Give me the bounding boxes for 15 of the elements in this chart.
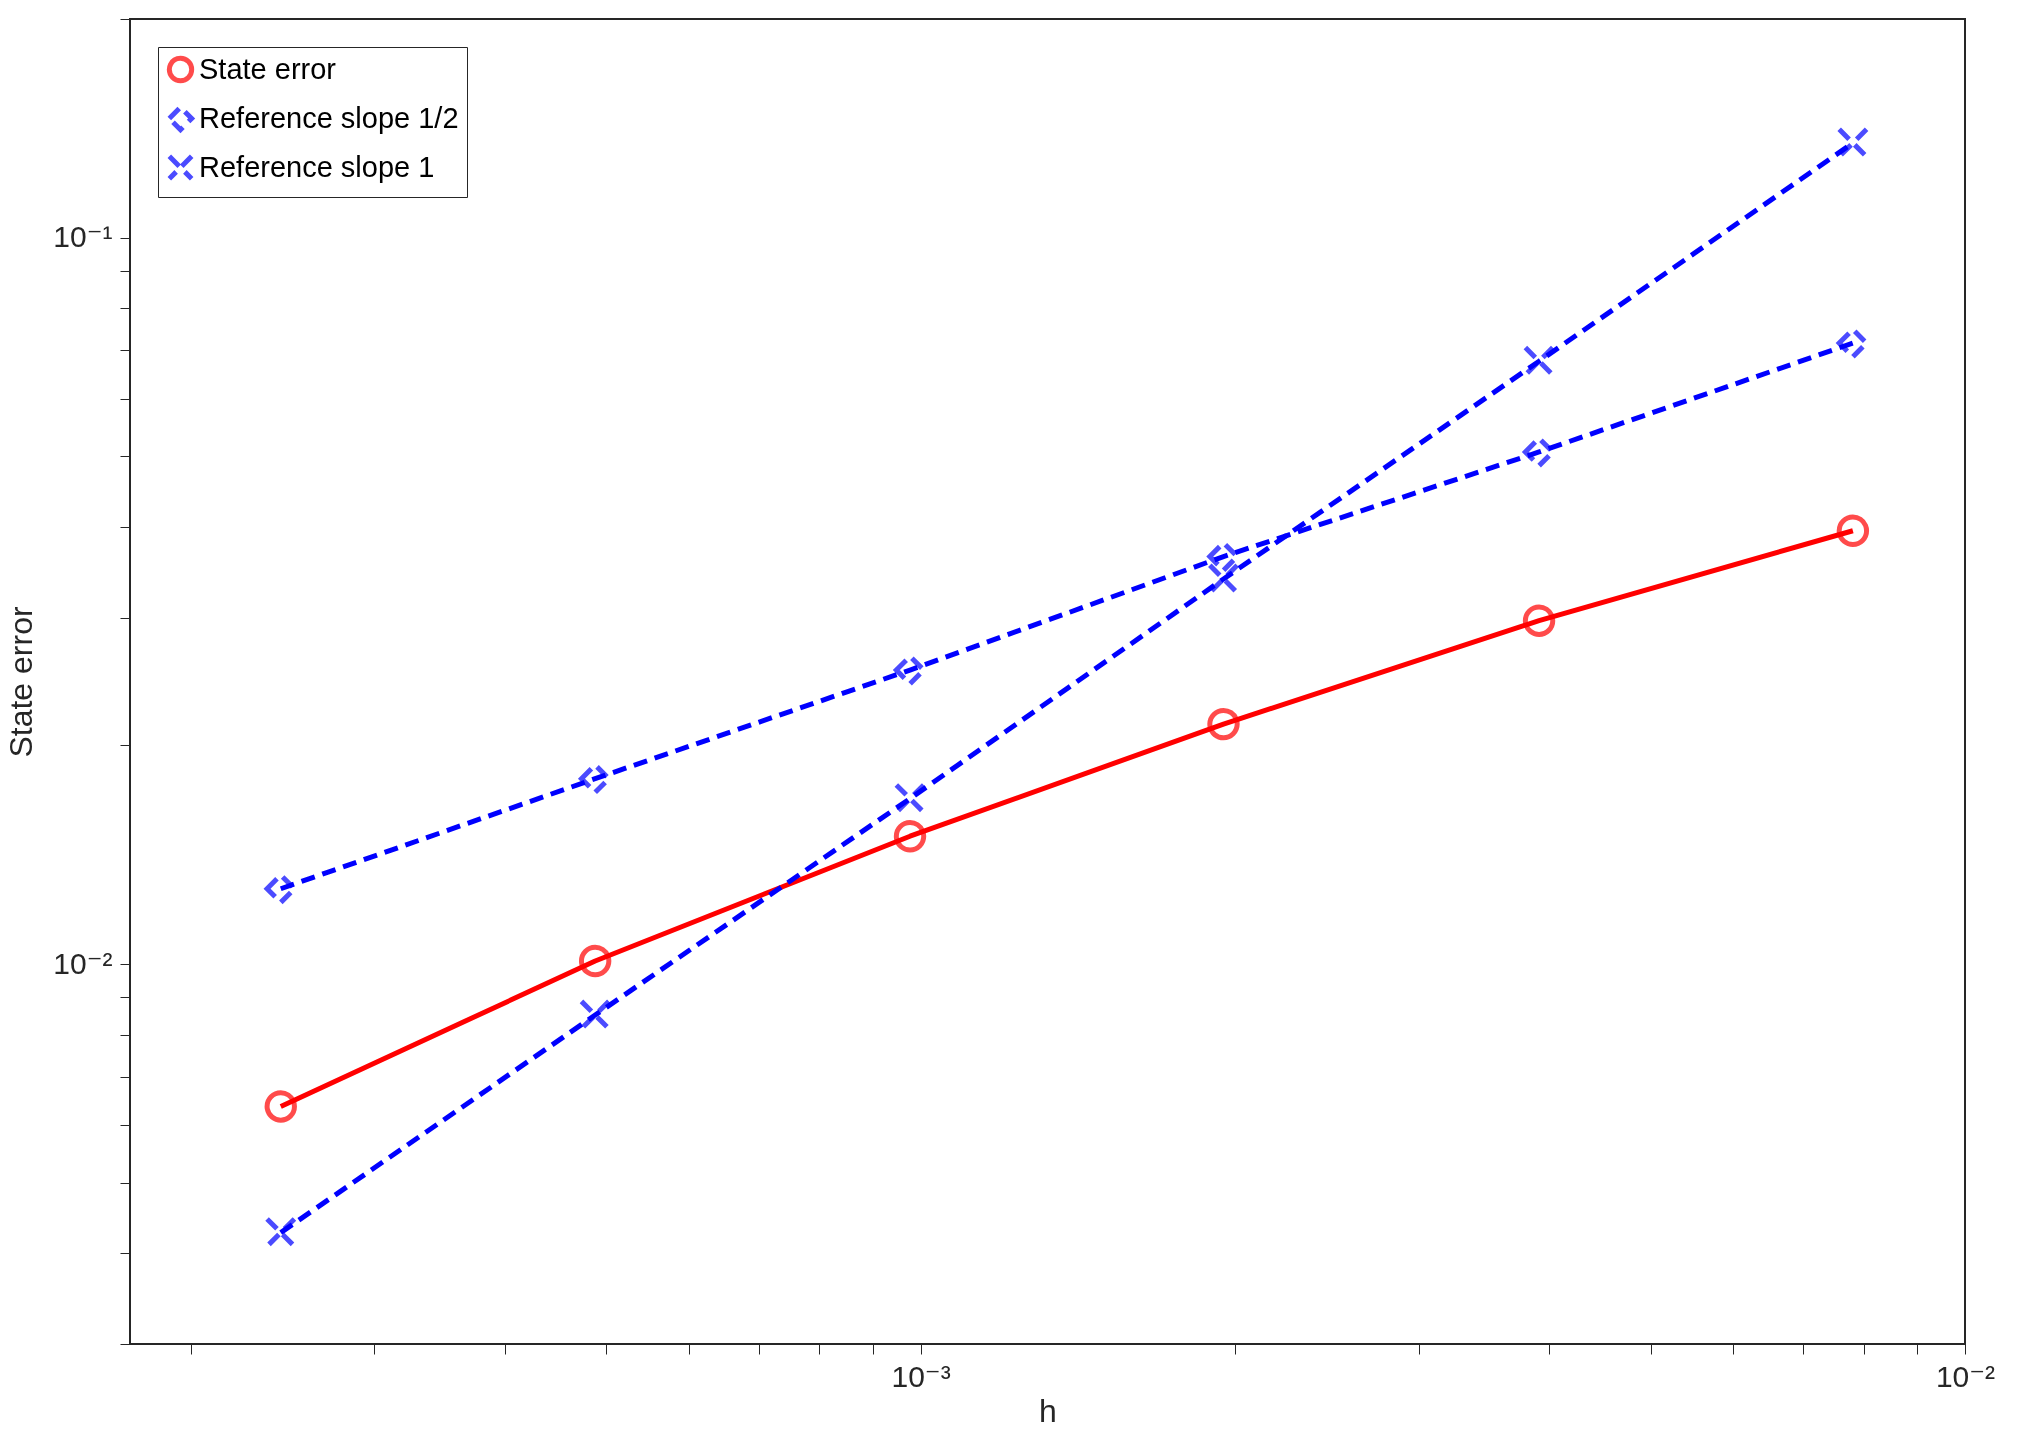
point bbox=[264, 1216, 297, 1249]
point bbox=[1207, 707, 1240, 741]
x-axis-title: h bbox=[1039, 1392, 1057, 1429]
x-tick-label: 10⁻³ bbox=[891, 1359, 951, 1393]
point bbox=[1522, 604, 1556, 637]
point bbox=[578, 944, 612, 978]
point bbox=[893, 782, 927, 815]
point bbox=[264, 1090, 297, 1123]
legend-label: Reference slope 1 bbox=[199, 150, 435, 183]
legend-label: Reference slope 1/2 bbox=[199, 101, 459, 134]
point bbox=[893, 820, 927, 853]
point bbox=[1836, 514, 1870, 547]
legend-label: State error bbox=[199, 52, 337, 85]
y-axis-title: State error bbox=[3, 606, 40, 758]
y-tick-label: 10⁻¹ bbox=[53, 220, 113, 254]
